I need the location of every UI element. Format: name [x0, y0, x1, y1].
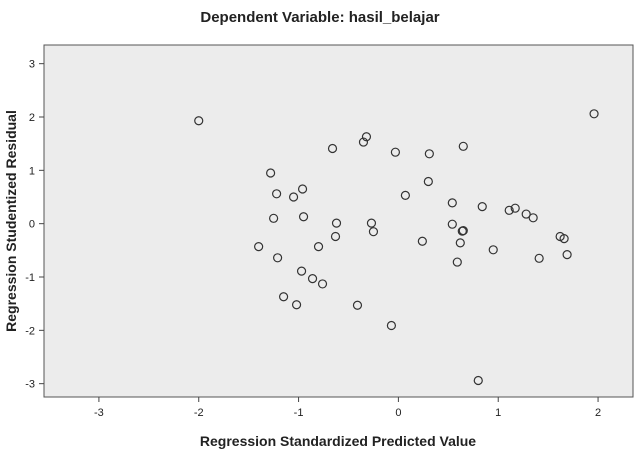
data-points — [194, 109, 599, 386]
data-point — [447, 198, 457, 208]
data-point — [488, 245, 498, 255]
data-point — [390, 147, 401, 157]
data-point — [327, 143, 338, 154]
data-point — [589, 109, 599, 119]
x-tick-label: 2 — [595, 407, 601, 419]
data-point — [297, 184, 308, 194]
data-point — [352, 300, 363, 310]
data-point — [358, 137, 369, 147]
data-point — [452, 257, 462, 267]
data-point — [288, 192, 299, 202]
data-point — [366, 218, 377, 228]
data-point — [455, 238, 465, 248]
y-tick-label: 1 — [29, 165, 35, 177]
y-axis-label: Regression Studentized Residual — [3, 110, 19, 332]
y-tick-label: -3 — [25, 379, 35, 391]
data-point — [534, 253, 544, 263]
y-tick-label: 2 — [29, 112, 35, 124]
data-point — [296, 266, 307, 276]
data-point — [307, 274, 318, 284]
x-axis-ticks: -3 -2 -1 0 1 2 — [94, 397, 601, 419]
y-tick-label: 0 — [29, 219, 35, 231]
x-tick-label: 0 — [395, 407, 401, 419]
data-point — [278, 292, 289, 302]
data-point — [269, 213, 279, 223]
data-point — [473, 375, 483, 386]
data-point — [331, 218, 342, 228]
data-point — [313, 242, 324, 252]
x-axis-label: Regression Standardized Predicted Value — [200, 433, 476, 449]
data-point — [330, 231, 341, 242]
y-tick-label: -1 — [25, 272, 35, 284]
data-point — [361, 132, 372, 142]
chart-title: Dependent Variable: hasil_belajar — [200, 9, 439, 26]
data-point — [194, 116, 204, 126]
data-point — [423, 176, 433, 187]
data-point — [273, 253, 283, 263]
data-point — [291, 300, 302, 310]
y-tick-label: -2 — [25, 325, 35, 337]
data-point — [510, 203, 520, 213]
x-tick-label: 1 — [495, 407, 501, 419]
data-point — [562, 250, 572, 260]
data-point — [254, 242, 264, 252]
data-point — [458, 141, 468, 151]
data-point — [559, 234, 569, 244]
data-point — [317, 279, 328, 289]
x-tick-label: -2 — [194, 407, 204, 419]
data-point — [477, 202, 487, 212]
data-point — [417, 236, 427, 246]
data-point — [424, 149, 434, 159]
y-tick-label: 3 — [29, 59, 35, 71]
data-point — [521, 209, 531, 219]
data-point — [400, 190, 410, 200]
x-tick-label: -1 — [294, 407, 304, 419]
data-point — [368, 227, 379, 237]
data-point — [266, 168, 276, 178]
y-axis-ticks: -3 -2 -1 0 1 2 3 — [25, 59, 44, 391]
data-point — [528, 213, 538, 223]
x-tick-label: -3 — [94, 407, 104, 419]
data-point — [386, 320, 397, 331]
plot-area — [43, 44, 634, 398]
data-point — [447, 219, 457, 229]
data-point — [272, 189, 282, 199]
data-point — [458, 226, 468, 236]
data-point — [504, 205, 514, 215]
data-point — [298, 212, 309, 222]
